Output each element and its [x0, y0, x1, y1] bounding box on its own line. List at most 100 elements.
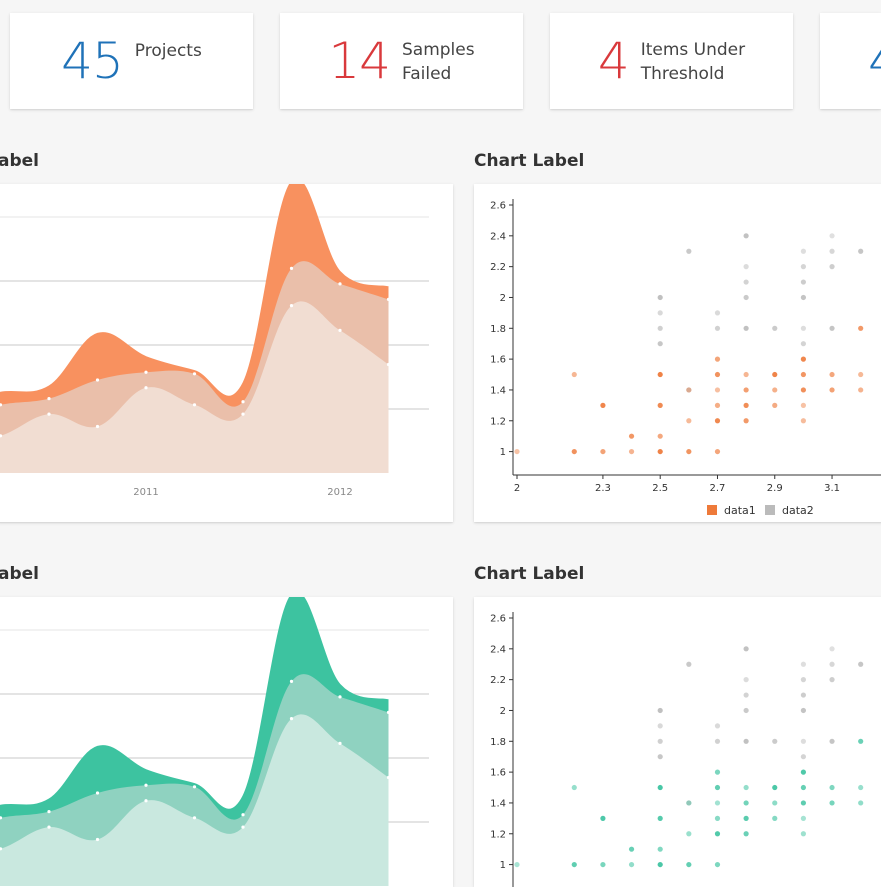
scatter-point-data1[interactable] [743, 831, 749, 837]
scatter-point-data1[interactable] [772, 800, 778, 806]
scatter-point-data2[interactable] [714, 325, 721, 331]
scatter-point-data1[interactable] [772, 815, 778, 821]
scatter-point-data1[interactable] [628, 861, 635, 868]
scatter-point-data1[interactable] [600, 861, 606, 868]
scatter-point-data2[interactable] [657, 294, 663, 301]
scatter-point-data2[interactable] [800, 754, 806, 760]
stat-card-items-under-threshold[interactable]: 4 Items Under Threshold [550, 13, 793, 109]
scatter-point-data1[interactable] [657, 433, 663, 439]
scatter-point-data2[interactable] [743, 264, 749, 270]
scatter-point-data1[interactable] [657, 861, 663, 868]
legend-label-data1[interactable]: data1 [724, 504, 756, 517]
scatter-point-data1[interactable] [628, 433, 635, 439]
scatter-point-data1[interactable] [657, 402, 663, 408]
scatter-point-data1[interactable] [686, 800, 692, 806]
scatter-point-data1[interactable] [800, 356, 806, 362]
scatter-point-data1[interactable] [714, 402, 721, 408]
scatter-point-data2[interactable] [800, 341, 806, 347]
scatter-point-data1[interactable] [628, 846, 635, 852]
scatter-point-data2[interactable] [743, 233, 749, 239]
scatter-point-data1[interactable] [800, 402, 806, 408]
stat-card-partial[interactable]: 4 [820, 13, 881, 109]
scatter-point-data2[interactable] [829, 264, 835, 270]
scatter-point-data1[interactable] [772, 784, 778, 791]
scatter-point-data2[interactable] [858, 661, 864, 667]
scatter-point-data1[interactable] [686, 418, 692, 424]
scatter-point-data2[interactable] [829, 738, 835, 744]
scatter-point-data1[interactable] [829, 800, 835, 806]
scatter-point-data1[interactable] [800, 769, 806, 775]
scatter-point-data1[interactable] [714, 861, 721, 868]
scatter-point-data1[interactable] [772, 402, 778, 408]
scatter-point-data2[interactable] [657, 310, 663, 316]
scatter-point-data1[interactable] [772, 371, 778, 378]
scatter-point-data1[interactable] [743, 815, 749, 821]
scatter-point-data1[interactable] [858, 387, 864, 393]
scatter-point-data2[interactable] [800, 707, 806, 714]
scatter-point-data1[interactable] [600, 815, 606, 821]
scatter-point-data1[interactable] [772, 387, 778, 393]
scatter-point-data2[interactable] [858, 248, 864, 254]
scatter-point-data2[interactable] [743, 692, 749, 698]
scatter-point-data2[interactable] [829, 661, 835, 667]
scatter-point-data1[interactable] [714, 356, 721, 362]
scatter-point-data2[interactable] [657, 341, 663, 347]
scatter-point-data1[interactable] [858, 371, 864, 378]
scatter-point-data2[interactable] [714, 723, 721, 729]
scatter-point-data2[interactable] [800, 692, 806, 698]
scatter-point-data2[interactable] [829, 248, 835, 254]
scatter-point-data1[interactable] [714, 784, 721, 791]
scatter-point-data1[interactable] [829, 784, 835, 791]
scatter-point-data1[interactable] [858, 800, 864, 806]
scatter-point-data2[interactable] [800, 325, 806, 331]
scatter-point-data1[interactable] [800, 371, 806, 378]
scatter-point-data1[interactable] [657, 846, 663, 852]
scatter-point-data1[interactable] [714, 831, 721, 837]
scatter-point-data1[interactable] [686, 831, 692, 837]
scatter-point-data2[interactable] [829, 325, 835, 331]
scatter-point-data1[interactable] [657, 784, 663, 791]
scatter-point-data2[interactable] [829, 646, 835, 652]
scatter-point-data2[interactable] [800, 661, 806, 667]
scatter-point-data1[interactable] [858, 738, 864, 744]
stat-card-samples-failed[interactable]: 14 Samples Failed [280, 13, 523, 109]
scatter-point-data2[interactable] [800, 264, 806, 270]
scatter-point-data2[interactable] [743, 707, 749, 714]
scatter-point-data1[interactable] [743, 784, 749, 791]
scatter-point-data2[interactable] [743, 279, 749, 285]
scatter-point-data2[interactable] [714, 738, 721, 744]
scatter-point-data2[interactable] [714, 310, 721, 316]
scatter-point-data1[interactable] [714, 769, 721, 775]
scatter-point-data2[interactable] [743, 294, 749, 301]
scatter-point-data1[interactable] [600, 402, 606, 408]
scatter-point-data1[interactable] [858, 325, 864, 331]
scatter-point-data1[interactable] [800, 418, 806, 424]
scatter-point-data1[interactable] [829, 387, 835, 393]
stat-card-projects[interactable]: 45 Projects [10, 13, 253, 109]
scatter-point-data2[interactable] [772, 325, 778, 331]
scatter-point-data1[interactable] [714, 815, 721, 821]
legend-swatch-data1[interactable] [707, 505, 717, 515]
scatter-point-data1[interactable] [657, 371, 663, 378]
scatter-point-data1[interactable] [714, 800, 721, 806]
scatter-point-data1[interactable] [714, 448, 721, 455]
scatter-point-data2[interactable] [800, 738, 806, 744]
scatter-point-data1[interactable] [714, 371, 721, 378]
scatter-point-data1[interactable] [743, 800, 749, 806]
scatter-point-data2[interactable] [743, 646, 749, 652]
scatter-point-data2[interactable] [657, 738, 663, 744]
scatter-point-data2[interactable] [657, 325, 663, 331]
scatter-point-data2[interactable] [657, 754, 663, 760]
scatter-point-data1[interactable] [858, 784, 864, 791]
scatter-point-data1[interactable] [571, 784, 577, 791]
legend-swatch-data2[interactable] [765, 505, 775, 515]
scatter-point-data1[interactable] [743, 418, 749, 424]
scatter-point-data1[interactable] [571, 861, 577, 868]
scatter-point-data1[interactable] [714, 387, 721, 393]
scatter-point-data1[interactable] [628, 448, 635, 455]
scatter-point-data1[interactable] [829, 371, 835, 378]
scatter-point-data1[interactable] [657, 448, 663, 455]
scatter-point-data1[interactable] [800, 815, 806, 821]
scatter-point-data2[interactable] [743, 325, 749, 331]
scatter-point-data2[interactable] [686, 248, 692, 254]
